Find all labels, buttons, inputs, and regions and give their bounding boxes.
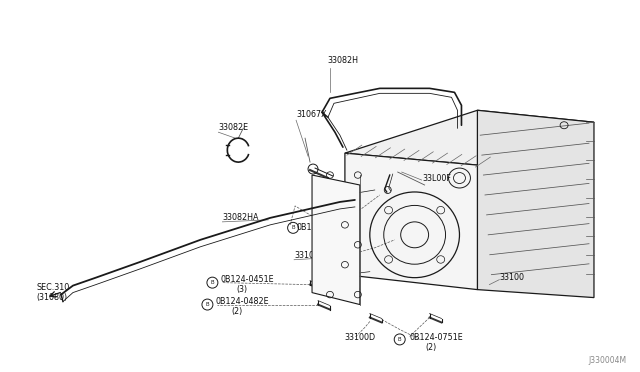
Text: B: B <box>398 337 401 342</box>
Text: 33082E: 33082E <box>218 123 248 132</box>
Text: 0B124-0751E: 0B124-0751E <box>296 223 350 232</box>
Polygon shape <box>477 110 594 298</box>
Text: 0B124-0482E: 0B124-0482E <box>216 297 269 306</box>
Polygon shape <box>345 153 477 290</box>
Polygon shape <box>312 175 360 305</box>
Text: 33L00F: 33L00F <box>422 173 451 183</box>
Text: J330004M: J330004M <box>589 356 627 365</box>
Text: 33082HA: 33082HA <box>222 214 259 222</box>
Text: 33100D: 33100D <box>294 251 325 260</box>
Text: B: B <box>205 302 209 307</box>
Text: B: B <box>211 280 214 285</box>
Text: 0B124-0451E: 0B124-0451E <box>220 275 274 284</box>
Text: 33082H: 33082H <box>327 56 358 65</box>
Text: 0B124-0751E: 0B124-0751E <box>410 333 463 342</box>
Text: (3): (3) <box>236 285 248 294</box>
Text: (31080): (31080) <box>36 293 67 302</box>
Text: 33100D: 33100D <box>345 333 376 342</box>
Text: 31067X: 31067X <box>296 110 326 119</box>
Text: SEC.310: SEC.310 <box>36 283 69 292</box>
Text: (2): (2) <box>312 233 323 242</box>
Text: 33100: 33100 <box>499 273 524 282</box>
Polygon shape <box>345 110 594 165</box>
Text: (2): (2) <box>231 307 243 316</box>
Text: B: B <box>291 225 295 230</box>
Text: (2): (2) <box>426 343 437 352</box>
